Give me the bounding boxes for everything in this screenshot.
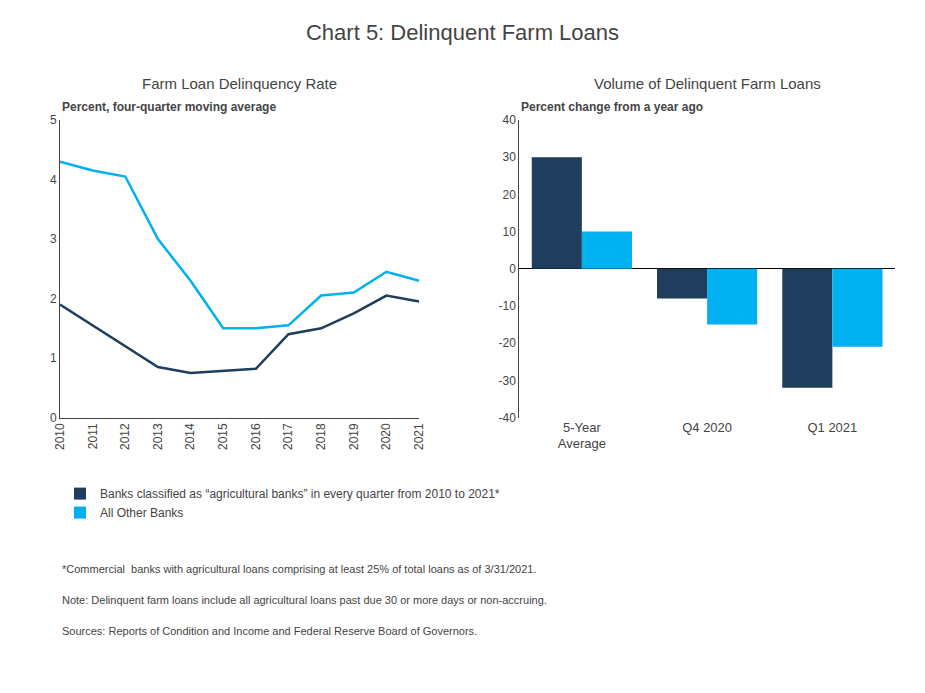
svg-text:5: 5 bbox=[50, 113, 57, 127]
svg-text:-20: -20 bbox=[499, 336, 517, 350]
svg-text:Note: Delinquent farm loans in: Note: Delinquent farm loans include all … bbox=[62, 594, 547, 606]
svg-text:2013: 2013 bbox=[151, 423, 165, 450]
svg-text:Farm Loan Delinquency Rate: Farm Loan Delinquency Rate bbox=[142, 75, 337, 92]
svg-text:2018: 2018 bbox=[314, 423, 328, 450]
svg-text:Percent change from a year ago: Percent change from a year ago bbox=[521, 100, 703, 114]
svg-text:All Other Banks: All Other Banks bbox=[100, 506, 183, 520]
svg-text:2015: 2015 bbox=[216, 423, 230, 450]
svg-text:10: 10 bbox=[502, 225, 516, 239]
svg-text:2012: 2012 bbox=[118, 423, 132, 450]
svg-text:5-YearAverage: 5-YearAverage bbox=[558, 420, 606, 452]
svg-text:1: 1 bbox=[50, 351, 57, 365]
svg-text:2010: 2010 bbox=[53, 423, 67, 450]
svg-text:Chart 5: Delinquent Farm Loans: Chart 5: Delinquent Farm Loans bbox=[306, 20, 619, 45]
svg-text:2011: 2011 bbox=[86, 423, 100, 449]
svg-text:3: 3 bbox=[50, 232, 57, 246]
svg-text:Banks classified as “agricultu: Banks classified as “agricultural banks”… bbox=[100, 487, 500, 501]
svg-text:*Commercial banks with agricu: *Commercial banks with agricultural loan… bbox=[62, 563, 536, 575]
svg-text:20: 20 bbox=[502, 188, 516, 202]
svg-text:2019: 2019 bbox=[347, 423, 361, 450]
svg-text:2020: 2020 bbox=[379, 423, 393, 450]
svg-text:40: 40 bbox=[502, 113, 516, 127]
svg-text:Q4 2020: Q4 2020 bbox=[682, 420, 732, 435]
svg-text:0: 0 bbox=[50, 411, 57, 425]
svg-text:4: 4 bbox=[50, 173, 57, 187]
svg-text:Q1 2021: Q1 2021 bbox=[807, 420, 857, 435]
svg-text:30: 30 bbox=[502, 150, 516, 164]
svg-text:2017: 2017 bbox=[281, 423, 295, 450]
svg-text:2014: 2014 bbox=[183, 423, 197, 450]
svg-text:2016: 2016 bbox=[249, 423, 263, 450]
svg-text:Volume of Delinquent Farm Loan: Volume of Delinquent Farm Loans bbox=[594, 75, 821, 92]
svg-text:Percent, four-quarter moving a: Percent, four-quarter moving average bbox=[62, 100, 276, 114]
svg-text:2021: 2021 bbox=[412, 423, 426, 450]
svg-text:-40: -40 bbox=[499, 411, 517, 425]
svg-text:2: 2 bbox=[50, 292, 57, 306]
svg-text:Sources: Reports of Condition: Sources: Reports of Condition and Income… bbox=[62, 625, 477, 637]
svg-text:-30: -30 bbox=[499, 374, 517, 388]
svg-text:0: 0 bbox=[509, 262, 516, 276]
svg-text:-10: -10 bbox=[499, 299, 517, 313]
